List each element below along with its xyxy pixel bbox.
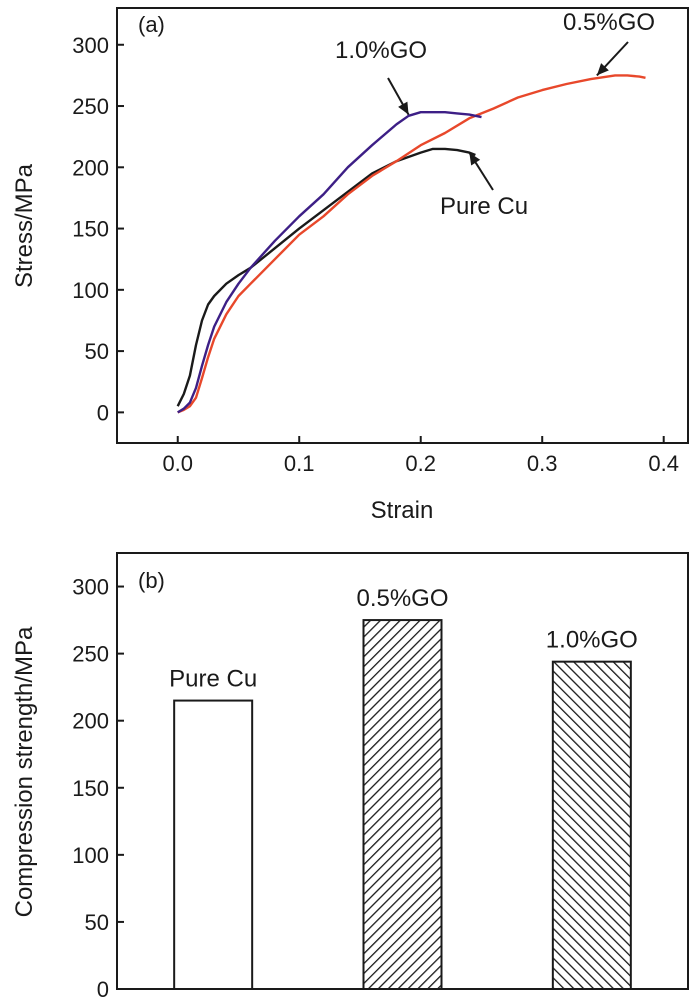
y-tick-label-a: 50 [85, 339, 109, 364]
y-tick-label-a: 200 [72, 155, 109, 180]
annotation-label: Pure Cu [440, 193, 528, 220]
annotation-arrowhead [398, 101, 409, 115]
bar-label: 1.0%GO [546, 627, 638, 654]
x-tick-label-a: 0.4 [648, 451, 679, 476]
bar-pure-cu [173, 699, 254, 990]
series-line-0-5-go [177, 74, 646, 414]
bar-label: Pure Cu [169, 666, 257, 693]
x-tick-label-a: 0.2 [405, 451, 436, 476]
panel-label-a: (a) [138, 12, 165, 37]
y-tick-label-b: 50 [85, 910, 109, 935]
annotation-arrowhead [469, 152, 481, 166]
series-line-pure-cu [176, 147, 476, 407]
y-tick-label-a: 250 [72, 94, 109, 119]
y-tick-label-b: 150 [72, 776, 109, 801]
x-tick-label-a: 0.1 [284, 451, 315, 476]
bar-1-0-go [551, 660, 632, 990]
y-tick-label-b: 300 [72, 575, 109, 600]
y-axis-title-a: Stress/MPa [11, 163, 38, 288]
y-tick-label-a: 150 [72, 217, 109, 242]
plot-frame-a [116, 7, 689, 444]
y-tick-label-a: 100 [72, 278, 109, 303]
x-tick-label-a: 0.3 [527, 451, 558, 476]
annotation-arrowhead [596, 63, 609, 76]
y-tick-label-b: 200 [72, 709, 109, 734]
x-tick-label-a: 0.0 [162, 451, 193, 476]
panel-label-b: (b) [138, 568, 165, 593]
annotation-label: 1.0%GO [335, 37, 427, 64]
compression-strength-chart: 0 50 100 150 200 250 300 Pure Cu 0.5%GO 1.0%GO (… [11, 552, 689, 1002]
bar-label: 0.5%GO [356, 585, 448, 612]
bar-0-5-go [362, 619, 443, 990]
series-line-1-0-go [177, 111, 482, 414]
stress-strain-chart: 0 50 100 150 200 250 300 0.0 0.1 0.2 0.3 0.4 1.0%G… [11, 7, 689, 524]
x-axis-title-a: Strain [371, 497, 434, 524]
y-tick-label-b: 100 [72, 843, 109, 868]
y-tick-label-b: 0 [97, 977, 109, 1002]
y-tick-label-a: 0 [97, 400, 109, 425]
y-axis-title-b: Compression strength/MPa [11, 626, 38, 917]
y-tick-label-b: 250 [72, 642, 109, 667]
annotation-label: 0.5%GO [563, 9, 655, 36]
y-tick-label-a: 300 [72, 33, 109, 58]
